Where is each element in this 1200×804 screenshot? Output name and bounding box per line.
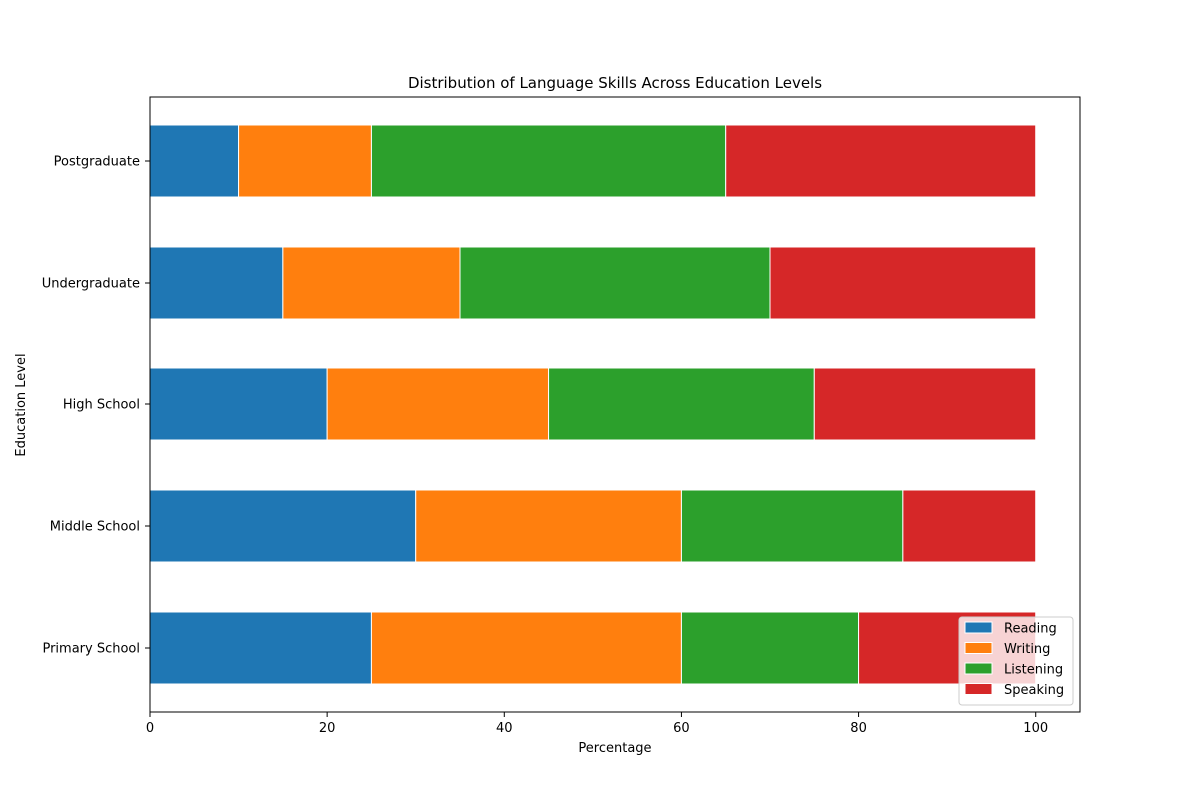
legend-swatch-listening: [964, 662, 993, 675]
y-tick-label: Undergraduate: [42, 277, 140, 292]
y-tick-label: High School: [63, 398, 140, 413]
bar-listening-middle-school: [680, 489, 904, 563]
x-tick-label: 0: [146, 721, 154, 736]
chart-title: Distribution of Language Skills Across E…: [408, 74, 822, 92]
bar-speaking-postgraduate: [725, 124, 1037, 198]
y-tick-label: Postgraduate: [54, 155, 140, 170]
bar-reading-middle-school: [149, 489, 417, 563]
x-tick-label: 20: [319, 721, 336, 736]
x-tick-label: 80: [850, 721, 867, 736]
bar-listening-undergraduate: [459, 246, 771, 320]
bar-reading-postgraduate: [149, 124, 240, 198]
legend-label-speaking: Speaking: [1004, 683, 1064, 698]
legend-swatch-speaking: [964, 683, 993, 695]
bar-reading-high-school: [149, 367, 328, 441]
bar-speaking-undergraduate: [769, 246, 1037, 320]
legend-label-reading: Reading: [1004, 622, 1057, 637]
x-axis: 0 20 40 60 80 100: [146, 712, 1048, 736]
bar-speaking-high-school: [813, 367, 1037, 441]
bar-listening-high-school: [548, 367, 815, 441]
bar-listening-primary-school: [680, 611, 860, 685]
bar-writing-primary-school: [370, 611, 682, 685]
bars-layer: [149, 124, 1037, 685]
legend-label-listening: Listening: [1004, 663, 1063, 678]
x-tick-label: 60: [673, 721, 690, 736]
bar-writing-postgraduate: [238, 124, 372, 198]
bar-writing-high-school: [326, 367, 550, 441]
legend-label-writing: Writing: [1004, 642, 1050, 657]
bar-writing-undergraduate: [282, 246, 461, 320]
x-tick-label: 40: [496, 721, 513, 736]
bar-writing-middle-school: [415, 489, 682, 563]
y-tick-label: Middle School: [50, 520, 140, 535]
legend: Reading Writing Listening Speaking: [958, 616, 1074, 706]
y-axis-label: Education Level: [14, 353, 29, 456]
bar-listening-postgraduate: [370, 124, 727, 198]
bar-reading-primary-school: [149, 611, 372, 685]
x-axis-label: Percentage: [578, 741, 651, 756]
y-axis: Primary School Middle School High School Un…: [42, 155, 150, 657]
legend-swatch-reading: [964, 621, 993, 634]
legend-swatch-writing: [964, 642, 993, 654]
bar-reading-undergraduate: [149, 246, 284, 320]
bar-speaking-middle-school: [902, 489, 1037, 563]
y-tick-label: Primary School: [42, 642, 140, 657]
x-tick-label: 100: [1023, 721, 1048, 736]
